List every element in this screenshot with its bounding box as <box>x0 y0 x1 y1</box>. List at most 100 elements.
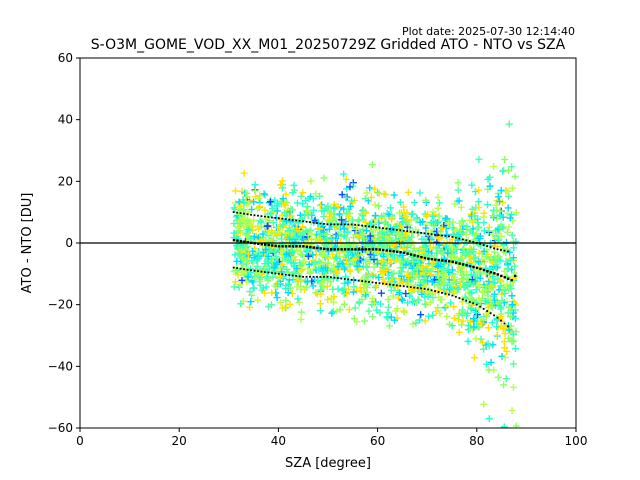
summary-point <box>284 245 288 248</box>
summary-point <box>350 223 353 226</box>
summary-point <box>329 223 332 226</box>
data-point <box>327 208 335 216</box>
data-point <box>299 223 307 231</box>
data-point <box>360 287 368 295</box>
data-point <box>276 216 284 224</box>
summary-point <box>232 238 236 242</box>
data-point <box>483 253 491 261</box>
data-point <box>491 242 499 250</box>
summary-point <box>347 223 350 226</box>
data-point <box>416 316 424 324</box>
data-point <box>287 206 295 214</box>
summary-point <box>260 270 263 273</box>
data-point <box>438 296 446 304</box>
summary-point <box>309 245 312 249</box>
data-point <box>508 301 516 309</box>
data-point <box>438 224 446 232</box>
summary-point <box>281 217 284 220</box>
data-point <box>470 245 478 253</box>
data-point <box>278 177 286 185</box>
data-point <box>273 230 281 238</box>
data-point <box>346 266 354 274</box>
summary-point <box>232 266 235 269</box>
summary-point <box>336 248 340 251</box>
summary-point <box>368 281 370 283</box>
data-point <box>511 262 519 270</box>
summary-point <box>420 232 423 234</box>
data-point <box>446 320 454 328</box>
data-point <box>391 316 399 324</box>
data-point <box>480 400 488 408</box>
summary-point <box>493 247 495 250</box>
data-point <box>508 211 516 219</box>
summary-point <box>409 230 412 233</box>
data-point <box>333 269 341 277</box>
data-point <box>363 263 371 271</box>
summary-point <box>392 250 395 253</box>
data-point <box>421 317 429 325</box>
data-point <box>342 194 350 202</box>
y-tick-label: 60 <box>58 51 73 65</box>
summary-point <box>364 225 367 227</box>
summary-point <box>399 229 402 232</box>
data-point <box>264 259 272 267</box>
data-point <box>263 222 271 230</box>
data-point <box>232 187 240 195</box>
data-point <box>295 298 303 306</box>
summary-point <box>371 281 374 284</box>
data-point <box>422 272 430 280</box>
data-point <box>235 227 243 235</box>
summary-point <box>503 276 506 279</box>
data-point <box>330 293 338 301</box>
summary-point <box>375 226 377 229</box>
summary-point <box>378 282 381 285</box>
data-point <box>495 253 503 261</box>
summary-point <box>430 289 433 292</box>
summary-point <box>288 218 291 221</box>
data-point <box>384 221 392 229</box>
data-point <box>365 307 373 315</box>
summary-point <box>402 229 405 232</box>
data-point <box>487 358 495 366</box>
data-point <box>427 271 435 279</box>
summary-point <box>291 245 295 248</box>
summary-point <box>354 248 357 251</box>
data-point <box>485 277 493 285</box>
data-point <box>396 198 404 206</box>
data-point <box>496 224 504 232</box>
data-point <box>320 213 328 221</box>
data-point <box>236 219 244 227</box>
data-point <box>471 236 479 244</box>
data-point <box>442 214 450 222</box>
data-point <box>379 266 387 274</box>
summary-point <box>434 258 437 261</box>
data-point <box>299 200 307 208</box>
data-point <box>303 278 311 286</box>
data-point <box>443 290 451 298</box>
data-point <box>238 276 246 284</box>
data-point <box>300 258 308 266</box>
data-point <box>434 277 442 285</box>
summary-point <box>364 280 367 283</box>
data-point <box>231 278 239 286</box>
summary-point <box>465 239 468 242</box>
data-point <box>264 277 272 285</box>
data-point <box>287 212 295 220</box>
data-point <box>472 230 480 238</box>
summary-point <box>291 219 294 221</box>
data-point <box>368 271 376 279</box>
summary-point <box>267 271 270 274</box>
summary-point <box>496 248 499 251</box>
data-point <box>256 192 264 200</box>
summary-point <box>489 246 492 249</box>
data-point <box>492 261 500 269</box>
data-point <box>470 323 478 331</box>
data-point <box>456 226 464 234</box>
summary-point <box>402 285 405 288</box>
summary-point <box>413 231 416 233</box>
data-point <box>246 288 254 296</box>
data-point <box>273 207 281 215</box>
data-point <box>489 341 497 349</box>
data-point <box>233 257 241 265</box>
data-point <box>365 259 373 267</box>
